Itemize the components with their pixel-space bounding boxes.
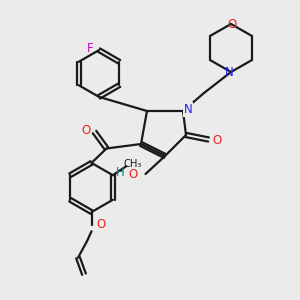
Text: O: O — [97, 218, 106, 231]
Text: O: O — [128, 167, 137, 181]
Text: N: N — [225, 65, 234, 79]
Text: O: O — [82, 124, 91, 137]
Text: O: O — [212, 134, 221, 148]
Text: O: O — [228, 17, 237, 31]
Text: F: F — [87, 42, 94, 55]
Text: CH₃: CH₃ — [124, 159, 142, 169]
Text: H: H — [116, 166, 124, 179]
Text: N: N — [184, 103, 193, 116]
